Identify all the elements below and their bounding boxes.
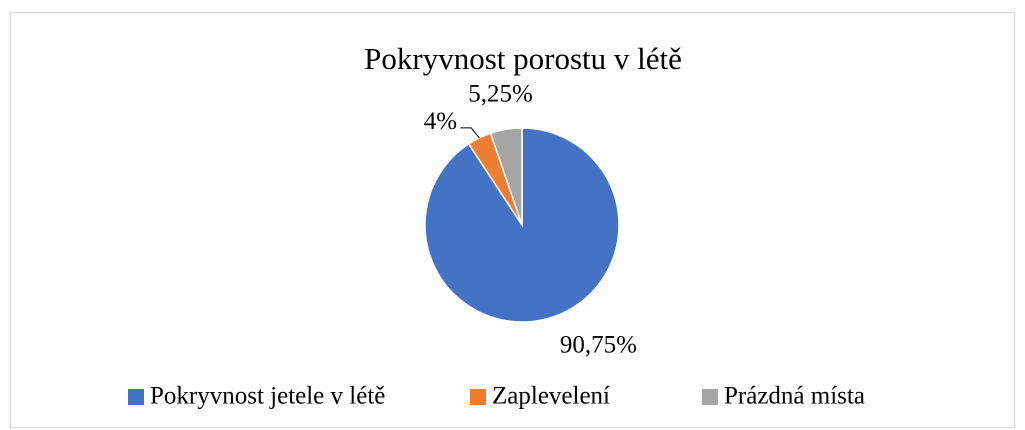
- pie-slice: [424, 127, 620, 323]
- data-label: 4%: [424, 108, 457, 135]
- legend-label: Zaplevelení: [492, 383, 610, 410]
- legend-label: Pokryvnost jetele v létě: [150, 383, 385, 410]
- legend-swatch: [470, 389, 486, 405]
- data-label: 5,25%: [468, 81, 533, 108]
- legend-swatch: [128, 389, 144, 405]
- leader-line: [460, 127, 480, 139]
- data-label: 90,75%: [560, 331, 637, 358]
- legend-swatch: [702, 389, 718, 405]
- legend-label: Prázdná místa: [724, 383, 865, 410]
- chart-title: Pokryvnost porostu v létě: [364, 41, 682, 76]
- pie-slice: [489, 127, 523, 226]
